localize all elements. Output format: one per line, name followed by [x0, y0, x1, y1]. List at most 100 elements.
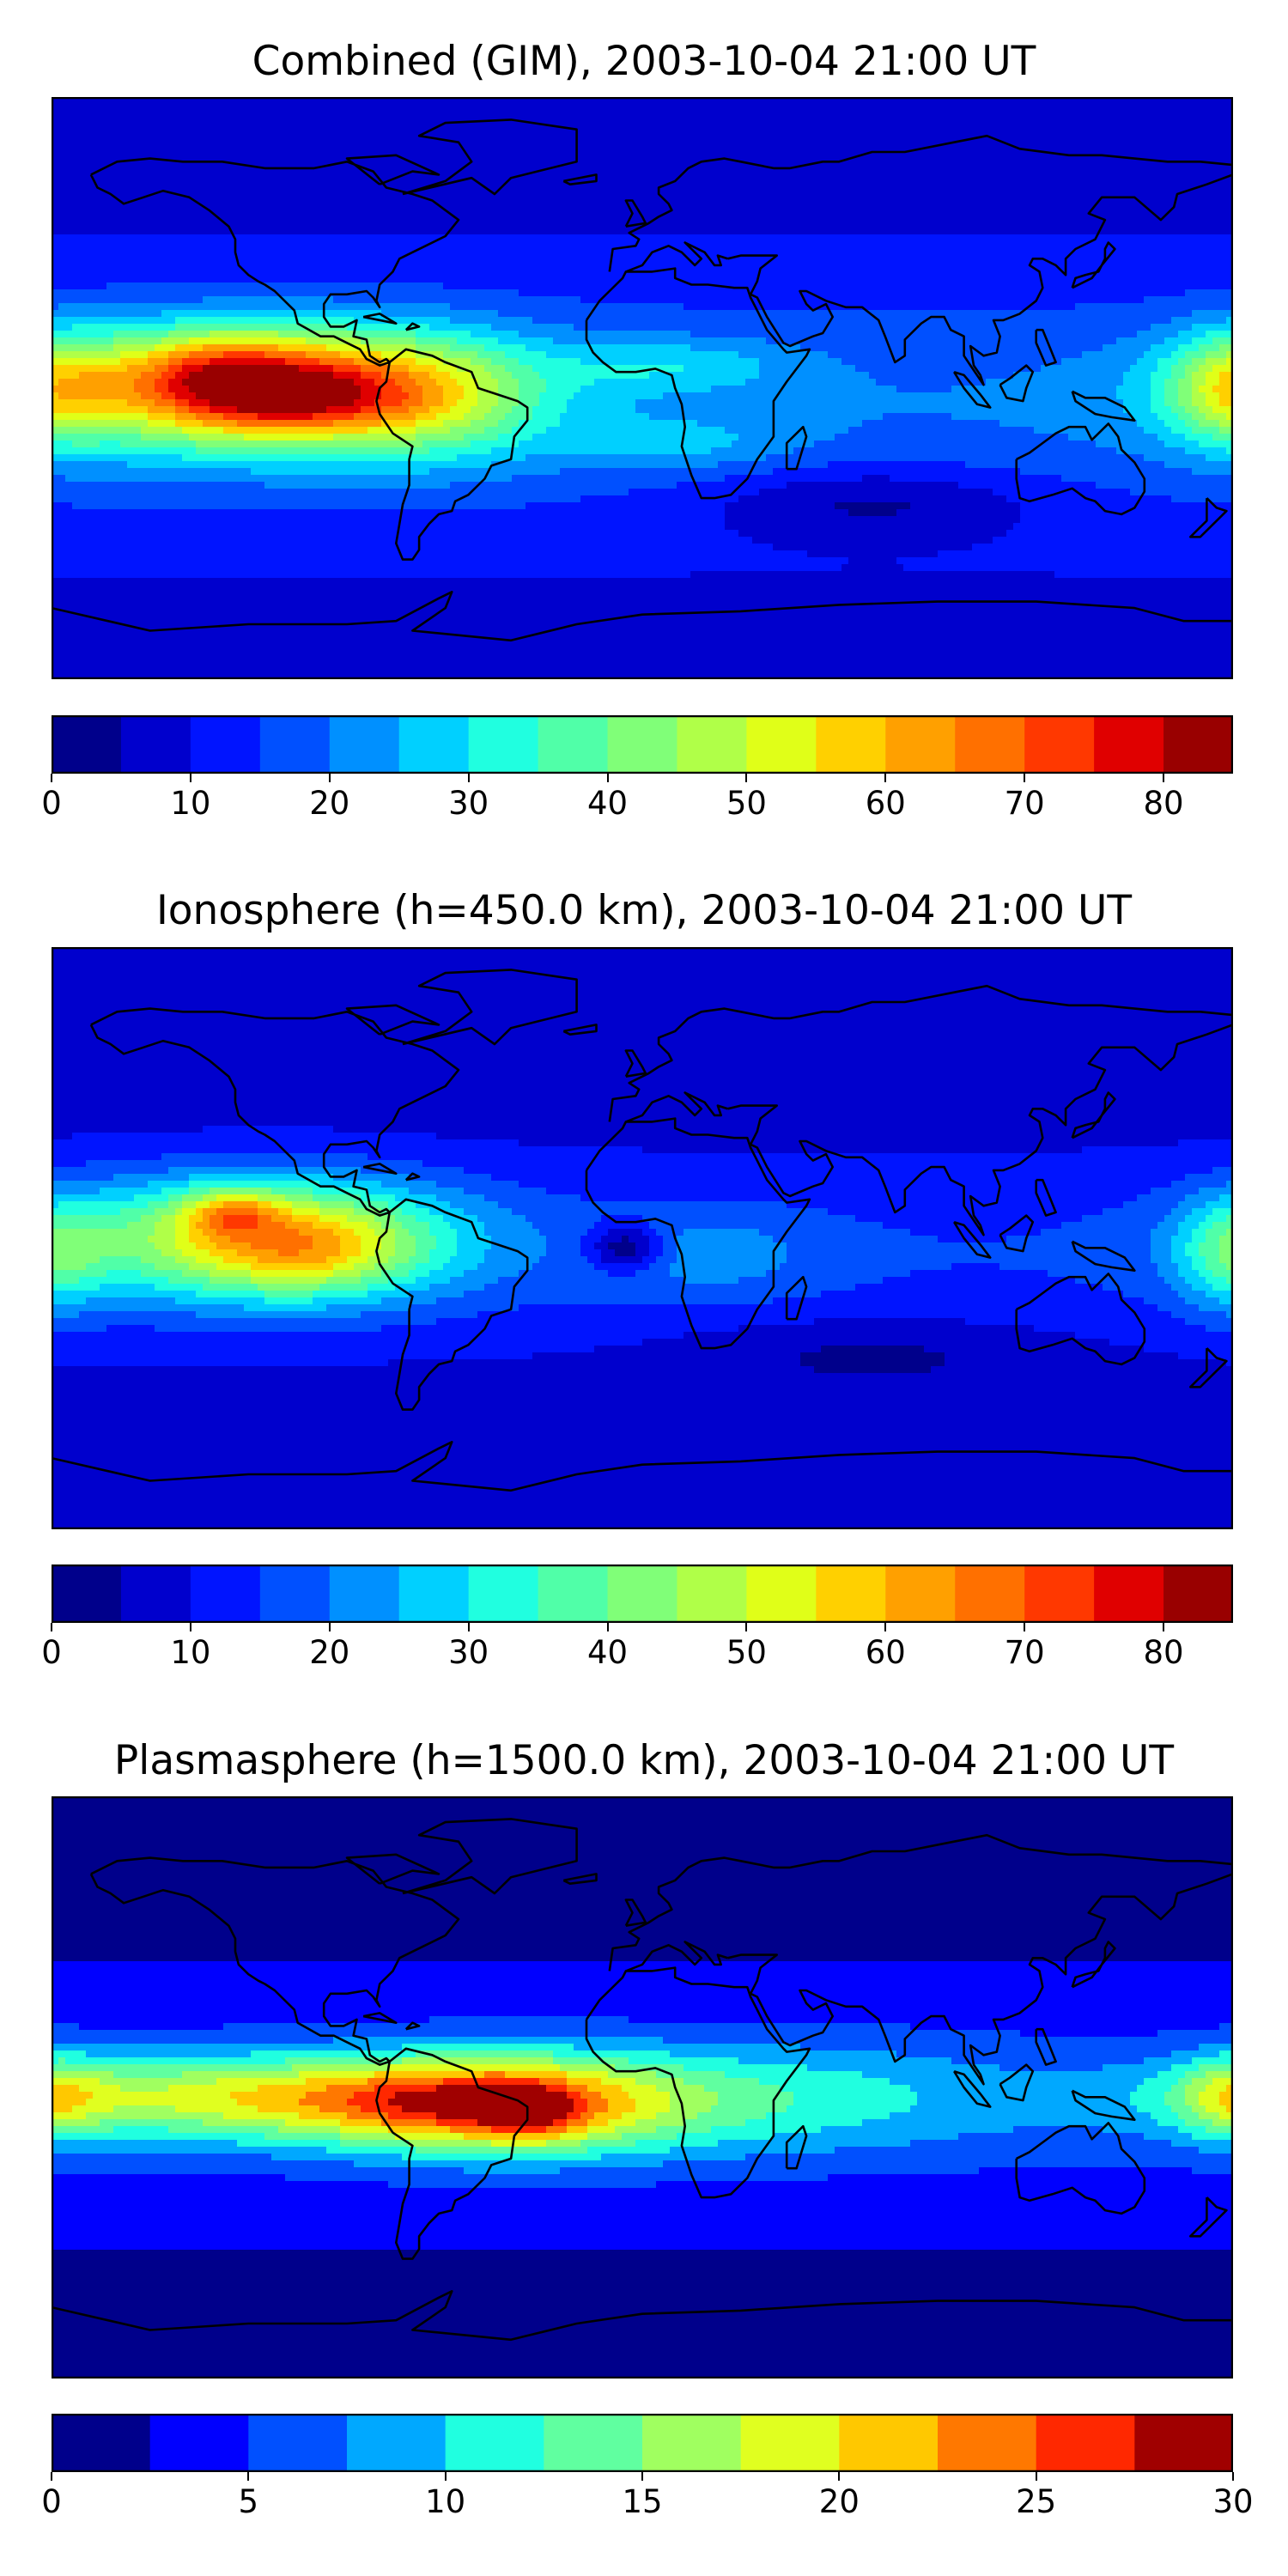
- tec-cell: [663, 179, 671, 187]
- tec-cell: [745, 179, 753, 187]
- tec-cell: [890, 104, 897, 112]
- tec-cell: [896, 173, 904, 180]
- tec-cell: [251, 248, 258, 256]
- tec-cell: [1144, 241, 1151, 249]
- tec-cell: [958, 193, 966, 201]
- tec-cell: [395, 234, 403, 242]
- tec-cell: [100, 159, 107, 167]
- tec-cell: [505, 207, 513, 215]
- tec-cell: [958, 207, 966, 215]
- tec-cell: [793, 97, 801, 105]
- tec-cell: [1096, 283, 1103, 290]
- tec-cell: [86, 131, 94, 139]
- tec-cell: [216, 145, 224, 153]
- tec-cell: [567, 255, 574, 263]
- tec-cell: [52, 262, 59, 270]
- tec-cell: [100, 289, 107, 297]
- tec-cell: [484, 138, 492, 146]
- tec-cell: [216, 173, 224, 180]
- tec-cell: [429, 234, 437, 242]
- tec-cell: [443, 221, 451, 228]
- tec-cell: [828, 118, 835, 125]
- tec-cell: [347, 241, 355, 249]
- tec-cell: [450, 166, 458, 173]
- tec-cell: [814, 269, 822, 276]
- tec-cell: [587, 262, 595, 270]
- tec-cell: [100, 131, 107, 139]
- tec-cell: [951, 207, 959, 215]
- tec-cell: [258, 104, 265, 112]
- tec-cell: [553, 186, 561, 194]
- tec-cell: [560, 234, 568, 242]
- tec-cell: [828, 248, 835, 256]
- tec-cell: [828, 193, 835, 201]
- tec-cell: [498, 97, 506, 105]
- tec-cell: [155, 289, 162, 297]
- tec-cell: [1157, 179, 1165, 187]
- tec-cell: [1103, 276, 1110, 283]
- tec-cell: [697, 228, 705, 235]
- tec-cell: [567, 207, 574, 215]
- tec-cell: [464, 283, 471, 290]
- tec-cell: [175, 248, 183, 256]
- tec-cell: [938, 166, 945, 173]
- tec-cell: [271, 248, 279, 256]
- tec-cell: [807, 207, 815, 215]
- tec-cell: [264, 125, 272, 132]
- tec-cell: [917, 214, 925, 222]
- tec-cell: [553, 125, 561, 132]
- tec-cell: [1068, 228, 1076, 235]
- tec-cell: [223, 125, 231, 132]
- tec-cell: [1089, 283, 1097, 290]
- tec-cell: [1151, 241, 1158, 249]
- tec-cell: [1048, 262, 1055, 270]
- tec-cell: [1123, 234, 1131, 242]
- tec-cell: [986, 186, 993, 194]
- tec-cell: [464, 97, 471, 105]
- tec-cell: [1027, 276, 1035, 283]
- tec-cell: [1061, 214, 1069, 222]
- tec-cell: [498, 248, 506, 256]
- tec-cell: [155, 234, 162, 242]
- tec-cell: [1048, 173, 1055, 180]
- tec-cell: [113, 193, 121, 201]
- tec-cell: [127, 131, 135, 139]
- tec-cell: [1164, 152, 1172, 160]
- tec-cell: [182, 241, 190, 249]
- tec-cell: [1123, 131, 1131, 139]
- tec-cell: [979, 248, 987, 256]
- tec-cell: [1006, 255, 1014, 263]
- tec-cell: [347, 166, 355, 173]
- tec-cell: [615, 118, 623, 125]
- tec-cell: [155, 186, 162, 194]
- tec-cell: [313, 283, 320, 290]
- tec-cell: [354, 283, 361, 290]
- tec-cell: [299, 214, 307, 222]
- tec-cell: [258, 193, 265, 201]
- tec-cell: [807, 152, 815, 160]
- tec-cell: [127, 207, 135, 215]
- tec-cell: [890, 173, 897, 180]
- tec-cell: [1013, 255, 1021, 263]
- tec-cell: [210, 207, 217, 215]
- tec-cell: [361, 186, 368, 194]
- tec-cell: [388, 228, 396, 235]
- tec-cell: [134, 186, 142, 194]
- tec-cell: [958, 262, 966, 270]
- tec-cell: [642, 166, 650, 173]
- tec-cell: [58, 255, 66, 263]
- tec-cell: [319, 276, 327, 283]
- tec-cell: [560, 145, 568, 153]
- tec-cell: [299, 241, 307, 249]
- tec-cell: [340, 200, 348, 208]
- tec-cell: [326, 241, 334, 249]
- tec-cell: [1048, 152, 1055, 160]
- tec-cell: [127, 200, 135, 208]
- tec-cell: [690, 179, 698, 187]
- tec-cell: [848, 118, 856, 125]
- tec-cell: [896, 97, 904, 105]
- tec-cell: [732, 255, 739, 263]
- tec-cell: [354, 207, 361, 215]
- tec-cell: [223, 228, 231, 235]
- tec-cell: [1151, 221, 1158, 228]
